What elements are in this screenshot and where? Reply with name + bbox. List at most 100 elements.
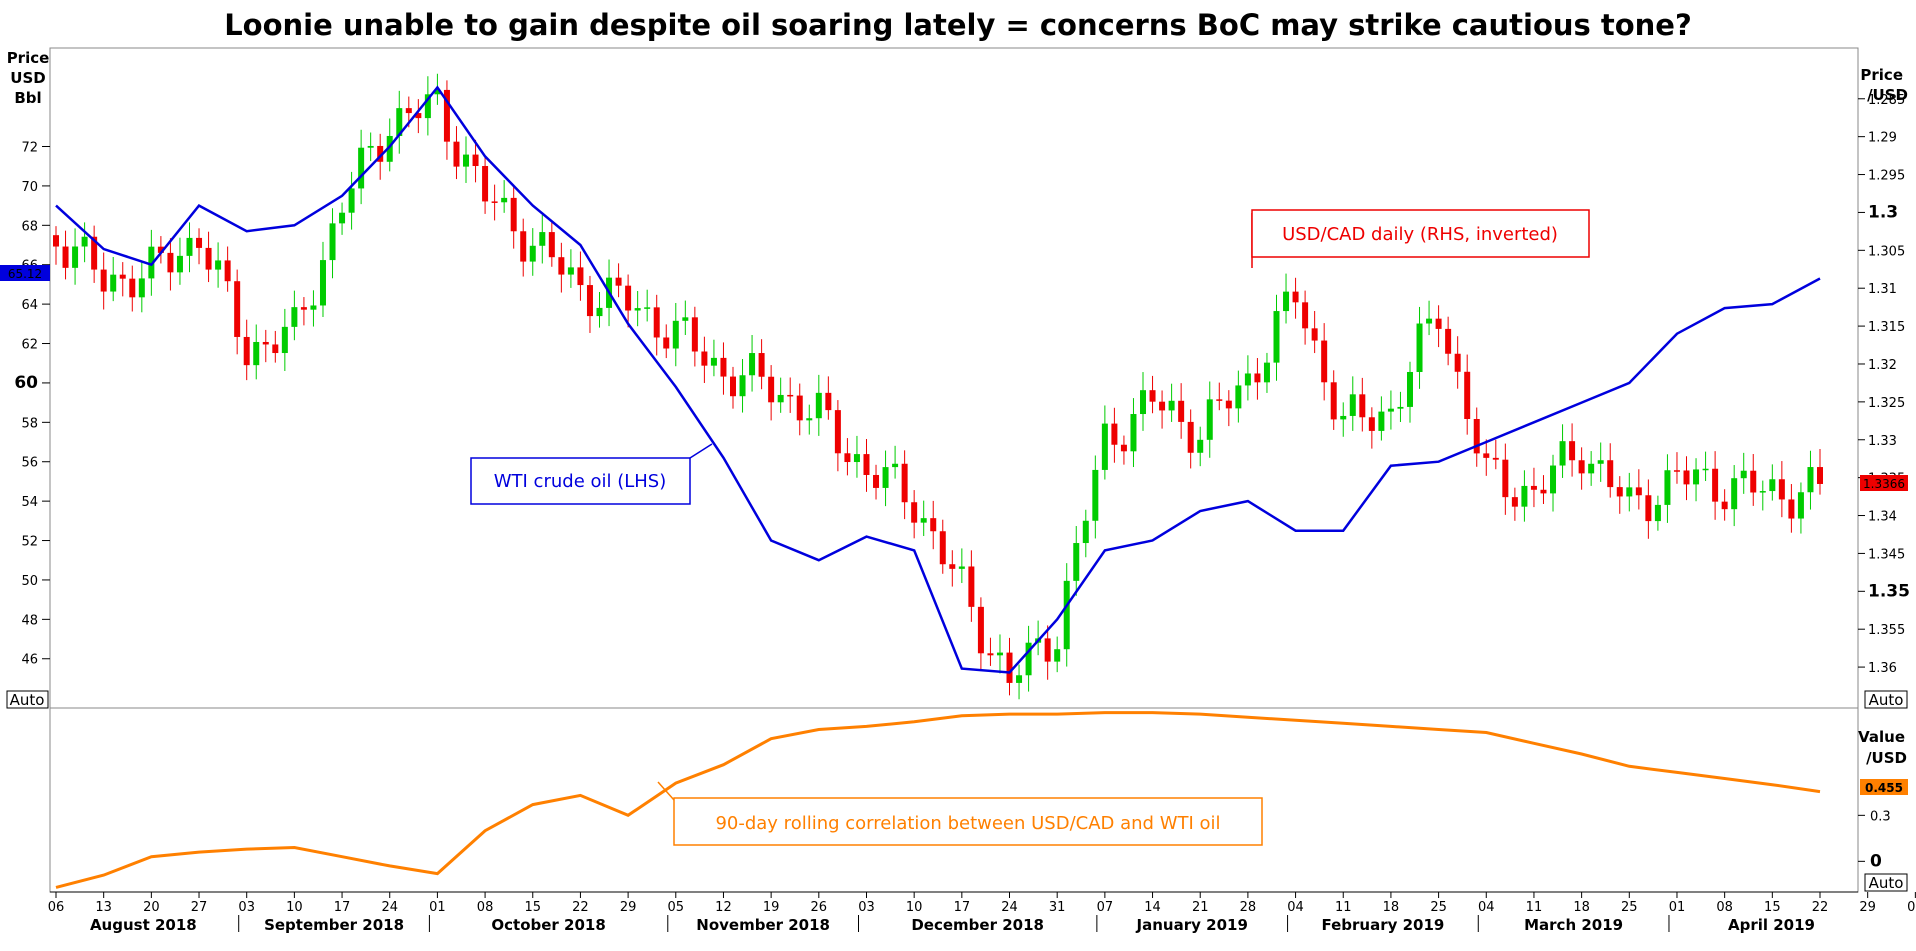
- candle-body: [167, 252, 174, 273]
- month-label: August 2018: [90, 916, 197, 934]
- candle-body: [1778, 479, 1785, 500]
- right-tick-label: 1.36: [1868, 661, 1897, 676]
- candle-body: [787, 394, 794, 397]
- candle-body: [91, 236, 98, 270]
- candle-body: [672, 320, 679, 349]
- candle-body: [253, 341, 260, 366]
- candle-body: [205, 247, 212, 270]
- candle-body: [1187, 421, 1194, 453]
- candle-body: [262, 341, 269, 345]
- candle-body: [1502, 459, 1509, 498]
- candle-body: [1559, 441, 1566, 466]
- svg-text:90-day rolling correlation bet: 90-day rolling correlation between USD/C…: [715, 813, 1220, 834]
- candle-body: [1521, 485, 1528, 507]
- svg-text:USD: USD: [10, 69, 45, 87]
- day-tick-label: 05: [668, 900, 685, 915]
- candle-body: [892, 463, 899, 468]
- candle-body: [844, 453, 851, 463]
- candle-body: [1140, 390, 1147, 415]
- left-tick-label: 58: [21, 416, 38, 431]
- auto-button-lower-right[interactable]: Auto: [1864, 873, 1908, 892]
- candle-body: [1216, 399, 1223, 401]
- wti-annotation: WTI crude oil (LHS): [470, 443, 713, 505]
- candle-body: [663, 337, 670, 349]
- auto-button-right[interactable]: Auto: [1864, 690, 1908, 709]
- candle-body: [72, 246, 79, 268]
- candle-body: [1378, 411, 1385, 431]
- candle-body: [644, 307, 651, 309]
- day-tick-label: 06: [1907, 900, 1916, 915]
- candle-body: [1817, 467, 1823, 484]
- candle-body: [367, 145, 374, 148]
- day-tick-label: 31: [1049, 900, 1066, 915]
- right-tick-label: 1.315: [1868, 320, 1905, 335]
- day-tick-label: 17: [954, 900, 971, 915]
- day-tick-label: 03: [858, 900, 875, 915]
- candle-body: [1702, 468, 1709, 471]
- candle-body: [196, 237, 203, 248]
- corr-annotation: 90-day rolling correlation between USD/C…: [657, 781, 1263, 846]
- lower-axis-ticks: 0.30: [1858, 809, 1891, 871]
- candle-body: [949, 564, 956, 569]
- candle-body: [434, 89, 441, 95]
- candle-body: [930, 518, 937, 532]
- candle-body: [396, 108, 403, 136]
- upper-panel-frame: [49, 47, 1859, 709]
- left-axis-ticks: 7270686664626058565452504846: [14, 141, 50, 668]
- candle-body: [987, 653, 994, 656]
- left-tick-label: 54: [21, 495, 38, 510]
- day-tick-label: 18: [1573, 900, 1590, 915]
- candle-body: [863, 454, 870, 475]
- candle-body: [625, 285, 632, 311]
- svg-text:/USD: /USD: [1867, 86, 1908, 104]
- candle-body: [300, 307, 307, 310]
- candle-body: [1483, 453, 1490, 458]
- day-tick-label: 25: [1621, 900, 1638, 915]
- day-tick-label: 22: [572, 900, 589, 915]
- candle-body: [729, 376, 736, 397]
- candle-body: [1178, 400, 1185, 422]
- candle-body: [110, 274, 117, 292]
- candle-body: [1788, 499, 1795, 519]
- candle-body: [1368, 417, 1375, 431]
- day-tick-label: 26: [811, 900, 828, 915]
- auto-button-left[interactable]: Auto: [6, 690, 49, 709]
- day-tick-label: 22: [1812, 900, 1829, 915]
- month-label: December 2018: [911, 916, 1044, 934]
- candle-body: [1540, 489, 1547, 494]
- candle-body: [386, 135, 393, 162]
- day-tick-label: 27: [191, 900, 208, 915]
- left-tick-label: 50: [21, 574, 38, 589]
- correlation-line: [55, 711, 1821, 889]
- candle-body: [739, 375, 746, 397]
- candle-body: [1120, 444, 1127, 452]
- candle-body: [1225, 400, 1232, 409]
- candle-body: [1016, 675, 1023, 683]
- candle-body: [911, 502, 918, 523]
- candle-body: [119, 274, 126, 279]
- candle-body: [815, 392, 822, 419]
- candle-body: [1235, 385, 1242, 409]
- candle-body: [615, 277, 622, 286]
- svg-text:1.3366: 1.3366: [1863, 477, 1905, 491]
- candle-body: [586, 285, 593, 317]
- day-tick-label: 04: [1478, 900, 1495, 915]
- day-tick-label: 28: [1240, 900, 1257, 915]
- candle-body: [1664, 470, 1671, 505]
- candle-body: [1273, 311, 1280, 363]
- day-tick-label: 25: [1430, 900, 1447, 915]
- candle-body: [939, 531, 946, 565]
- candle-body: [520, 231, 527, 262]
- day-tick-label: 07: [1097, 900, 1114, 915]
- candle-body: [1063, 580, 1070, 650]
- candle-body: [853, 454, 860, 463]
- candle-body: [1454, 353, 1461, 372]
- candle-body: [1445, 328, 1452, 354]
- candle-body: [1654, 504, 1661, 522]
- day-tick-label: 08: [477, 900, 494, 915]
- candle-body: [1149, 390, 1156, 402]
- candle-body: [329, 223, 336, 261]
- candle-body: [1244, 373, 1251, 386]
- candle-body: [958, 566, 965, 569]
